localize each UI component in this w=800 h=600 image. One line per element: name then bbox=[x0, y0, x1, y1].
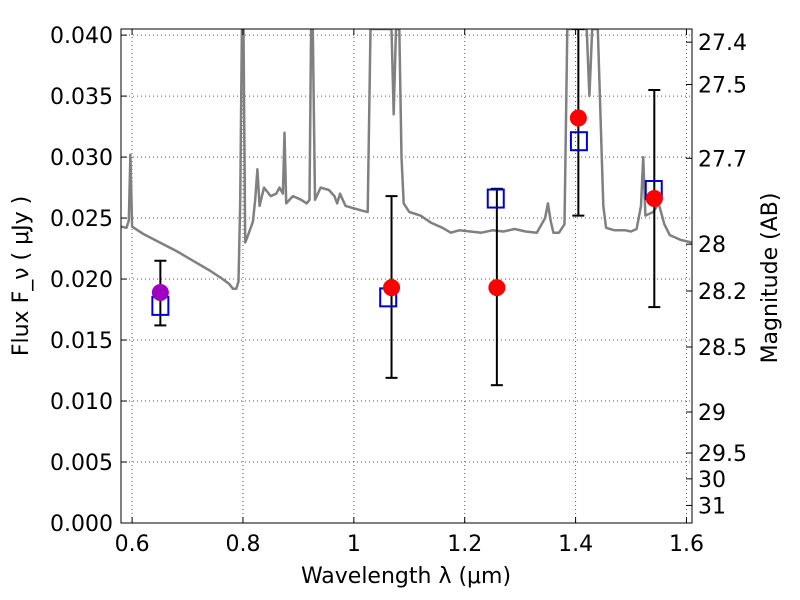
plot-frame bbox=[120, 28, 693, 524]
y-axis-ticks: 0.000 0.005 0.010 0.015 0.020 0.025 0.030 0.035… bbox=[50, 24, 127, 537]
observed-point bbox=[151, 283, 169, 301]
y-tick-label: 0.035 bbox=[50, 85, 113, 110]
y-tick-label: 0.010 bbox=[50, 390, 113, 415]
y-tick-label: 0.000 bbox=[50, 512, 113, 537]
y2-tick-label: 29 bbox=[698, 401, 726, 426]
y-tick-label: 0.040 bbox=[50, 24, 113, 49]
y-tick-label: 0.015 bbox=[50, 329, 113, 354]
y-tick-label: 0.005 bbox=[50, 451, 113, 476]
x-tick-label: 0.6 bbox=[115, 532, 150, 557]
x-tick-label: 0.8 bbox=[225, 532, 260, 557]
model-point bbox=[569, 131, 588, 152]
x-tick-label: 1.6 bbox=[669, 532, 704, 557]
observed-points bbox=[151, 109, 663, 301]
x-axis-ticks: 0.6 0.8 1 1.2 1.4 1.6 bbox=[115, 29, 704, 557]
model-point bbox=[486, 188, 505, 209]
y2-tick-label: 27.5 bbox=[698, 73, 747, 98]
y2-tick-label: 31 bbox=[698, 494, 726, 519]
y-tick-label: 0.030 bbox=[50, 146, 113, 171]
y2-tick-label: 28.5 bbox=[698, 336, 747, 361]
error-bars bbox=[154, 29, 661, 387]
x-axis-label: Wavelength λ (μm) bbox=[301, 564, 511, 589]
y2-tick-label: 28.2 bbox=[698, 280, 747, 305]
y2-tick-label: 30 bbox=[698, 468, 726, 493]
observed-point bbox=[383, 279, 401, 297]
observed-point bbox=[645, 190, 663, 208]
y-tick-label: 0.025 bbox=[50, 207, 113, 232]
model-spectrum bbox=[121, 29, 692, 291]
x-tick-label: 1.4 bbox=[558, 532, 593, 557]
y-axis-label: Flux F_ν ( μJy ) bbox=[9, 196, 34, 356]
model-points bbox=[151, 131, 663, 316]
y2-tick-label: 27.4 bbox=[698, 31, 747, 56]
y2-tick-label: 28 bbox=[698, 233, 726, 258]
grid bbox=[121, 29, 692, 524]
y2-tick-label: 29.5 bbox=[698, 442, 747, 467]
spectrum-line bbox=[121, 29, 692, 291]
observed-point bbox=[488, 279, 506, 297]
y2-tick-label: 27.7 bbox=[698, 147, 747, 172]
y2-axis-label: Magnitude (AB) bbox=[758, 193, 783, 364]
x-tick-label: 1 bbox=[347, 532, 361, 557]
y-tick-label: 0.020 bbox=[50, 268, 113, 293]
x-tick-label: 1.2 bbox=[447, 532, 482, 557]
observed-point bbox=[569, 109, 587, 127]
